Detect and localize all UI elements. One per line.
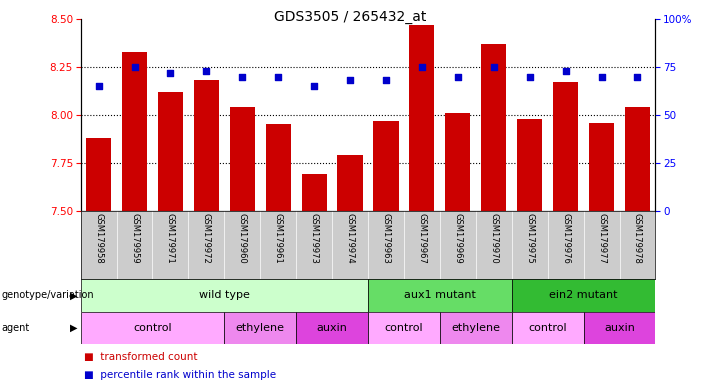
Point (93, 83, 104, 89)
Text: GSM179974: GSM179974 (346, 213, 355, 264)
Text: ■  transformed count: ■ transformed count (84, 352, 198, 362)
Text: control: control (385, 323, 423, 333)
Bar (224, 311, 297, 344)
Bar (368, 311, 440, 344)
Text: auxin: auxin (604, 323, 635, 333)
Point (488, 64, 499, 70)
Point (273, 73, 284, 79)
Text: GSM179975: GSM179975 (525, 213, 534, 264)
Bar (301, 174, 327, 210)
Text: GSM179971: GSM179971 (166, 213, 175, 264)
Bar (445, 113, 470, 210)
Bar (512, 279, 655, 311)
Text: agent: agent (1, 323, 29, 333)
Point (416, 64, 428, 70)
Point (200, 68, 212, 74)
Point (381, 77, 392, 83)
Text: ▶: ▶ (69, 323, 77, 333)
Point (452, 73, 463, 79)
Text: GSM179967: GSM179967 (417, 213, 426, 264)
Text: GSM179978: GSM179978 (633, 213, 642, 264)
Text: ■  percentile rank within the sample: ■ percentile rank within the sample (84, 370, 276, 380)
Text: ein2 mutant: ein2 mutant (550, 290, 618, 300)
Text: ▶: ▶ (69, 290, 77, 300)
Bar (583, 311, 655, 344)
Bar (368, 279, 512, 311)
Text: GSM179963: GSM179963 (381, 213, 390, 264)
Bar (625, 107, 650, 210)
Bar (337, 155, 362, 210)
Text: auxin: auxin (317, 323, 348, 333)
Point (129, 64, 140, 70)
Point (524, 73, 536, 79)
Point (596, 73, 607, 79)
Bar (440, 311, 512, 344)
Bar (266, 124, 291, 210)
Text: GSM179976: GSM179976 (561, 213, 570, 264)
Bar (512, 311, 583, 344)
Bar (517, 119, 543, 210)
Text: aux1 mutant: aux1 mutant (404, 290, 476, 300)
Point (344, 77, 355, 83)
Text: GSM179969: GSM179969 (454, 213, 463, 264)
Text: ethylene: ethylene (451, 323, 501, 333)
Bar (553, 82, 578, 210)
Point (308, 83, 320, 89)
Text: GSM179960: GSM179960 (238, 213, 247, 264)
Text: GSM179958: GSM179958 (94, 213, 103, 264)
Point (632, 73, 643, 79)
Text: control: control (133, 323, 172, 333)
Text: GSM179970: GSM179970 (489, 213, 498, 264)
Bar (158, 92, 183, 210)
Text: GDS3505 / 265432_at: GDS3505 / 265432_at (274, 10, 427, 23)
Bar (409, 25, 435, 210)
Bar (81, 311, 224, 344)
Bar (589, 122, 614, 210)
Bar (374, 121, 399, 210)
Text: wild type: wild type (199, 290, 250, 300)
Bar (193, 80, 219, 210)
Text: GSM179972: GSM179972 (202, 213, 211, 264)
Point (165, 70, 176, 76)
Bar (230, 107, 255, 210)
Bar (81, 279, 368, 311)
Text: genotype/variation: genotype/variation (1, 290, 94, 300)
Text: GSM179961: GSM179961 (273, 213, 283, 264)
Text: ethylene: ethylene (236, 323, 285, 333)
Text: GSM179959: GSM179959 (130, 213, 139, 264)
Bar (297, 311, 368, 344)
Text: GSM179977: GSM179977 (597, 213, 606, 264)
Text: GSM179973: GSM179973 (310, 213, 319, 264)
Point (237, 73, 248, 79)
Point (560, 68, 571, 74)
Bar (86, 138, 111, 210)
Bar (481, 44, 506, 210)
Text: control: control (529, 323, 567, 333)
Bar (122, 52, 147, 210)
